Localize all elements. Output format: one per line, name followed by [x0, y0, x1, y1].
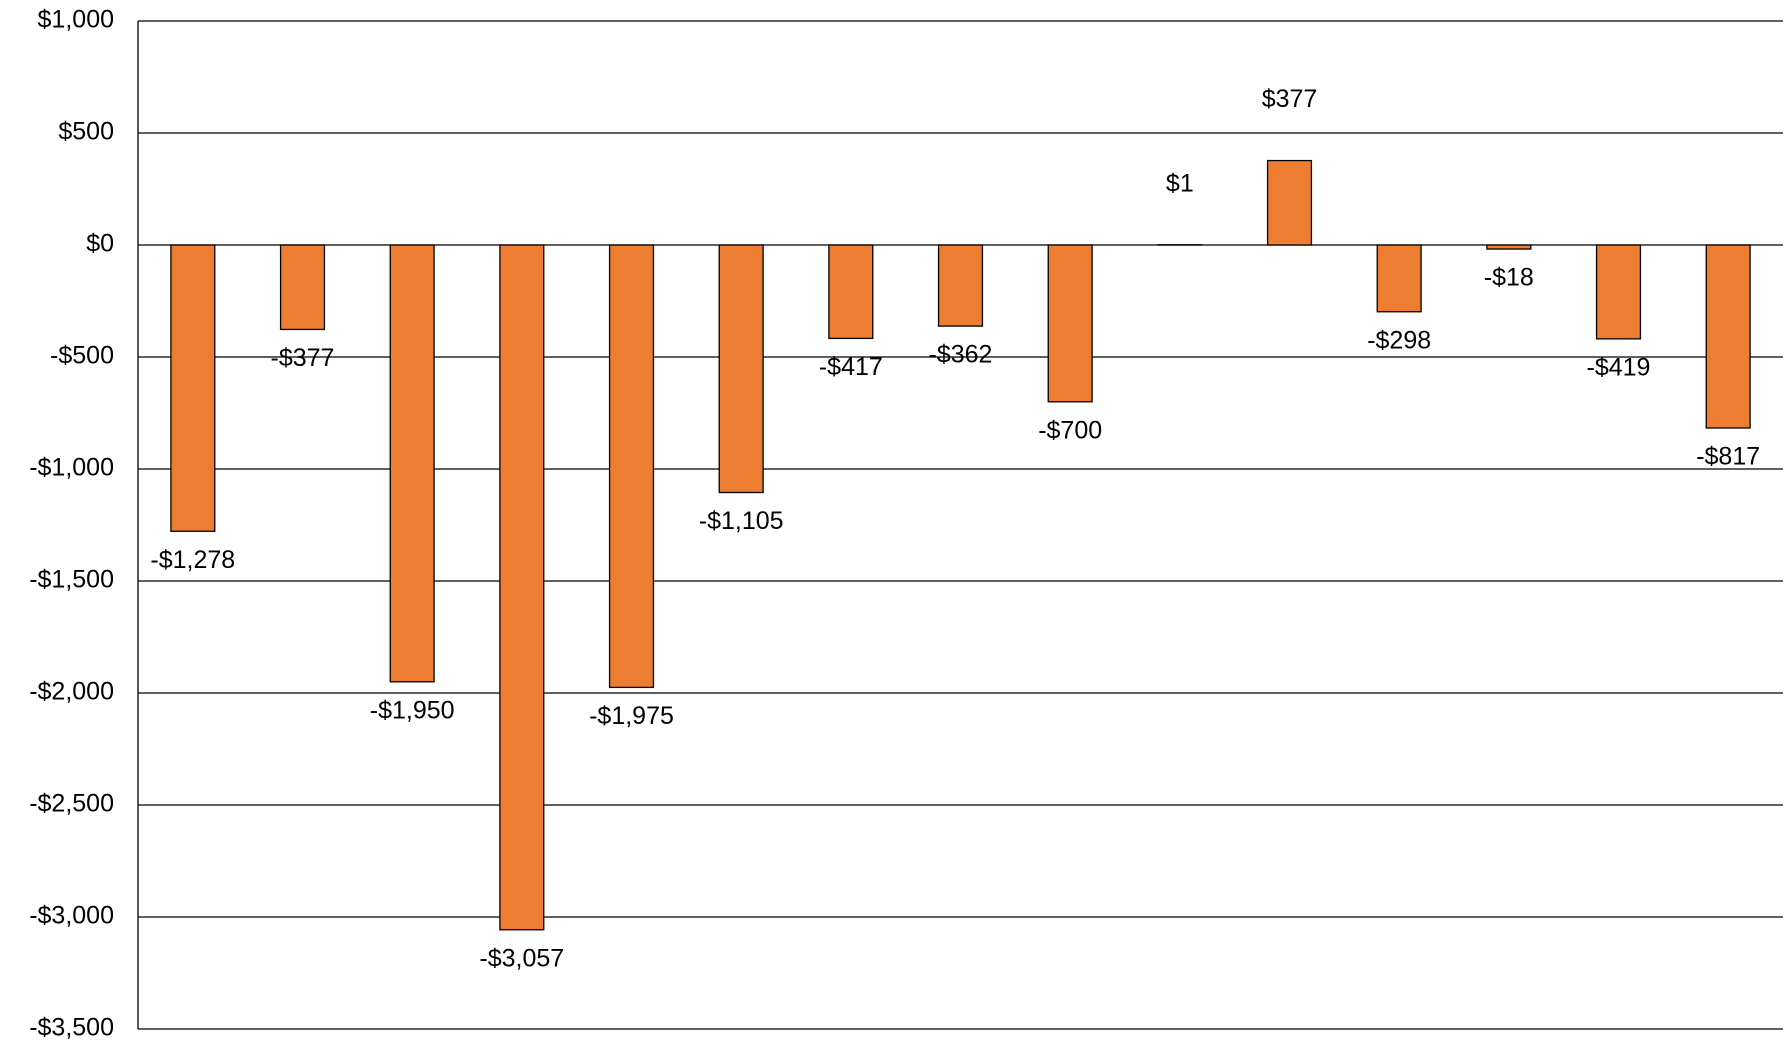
bar — [608, 244, 655, 689]
data-label: -$3,057 — [479, 944, 564, 972]
bar — [1705, 244, 1751, 429]
bar — [499, 244, 545, 931]
y-tick-label: $0 — [86, 230, 114, 258]
y-tick-label: -$2,000 — [29, 678, 114, 706]
bar — [279, 244, 326, 331]
data-label: -$1,105 — [699, 507, 784, 535]
y-tick-label: -$500 — [50, 342, 114, 370]
data-label: -$377 — [271, 344, 335, 372]
y-tick-label: -$2,500 — [29, 790, 114, 818]
data-label: $377 — [1262, 85, 1318, 113]
bar — [718, 244, 764, 494]
bar — [1376, 244, 1422, 313]
bar — [170, 244, 216, 532]
bar — [1047, 244, 1093, 403]
bar — [828, 244, 874, 340]
data-label: -$1,278 — [150, 546, 235, 574]
bar — [1486, 244, 1532, 250]
data-label: -$417 — [819, 353, 883, 381]
data-label: $1 — [1166, 169, 1194, 197]
data-label: -$1,950 — [370, 696, 455, 724]
data-label: -$362 — [929, 341, 993, 369]
y-tick-label: -$3,500 — [29, 1014, 114, 1042]
bar — [389, 244, 435, 683]
y-tick-label: $500 — [58, 118, 114, 146]
data-label: -$298 — [1367, 326, 1431, 354]
data-label: -$817 — [1696, 443, 1760, 471]
data-label: -$1,975 — [589, 702, 674, 730]
y-tick-label: -$1,000 — [29, 454, 114, 482]
y-tick-label: -$1,500 — [29, 566, 114, 594]
bar — [1266, 159, 1313, 246]
data-label: -$18 — [1484, 264, 1534, 292]
data-label: -$419 — [1587, 353, 1651, 381]
data-label: -$700 — [1038, 416, 1102, 444]
y-tick-label: $1,000 — [38, 6, 114, 34]
bar — [937, 244, 984, 327]
y-tick-label: -$3,000 — [29, 902, 114, 930]
bar — [1595, 244, 1642, 340]
